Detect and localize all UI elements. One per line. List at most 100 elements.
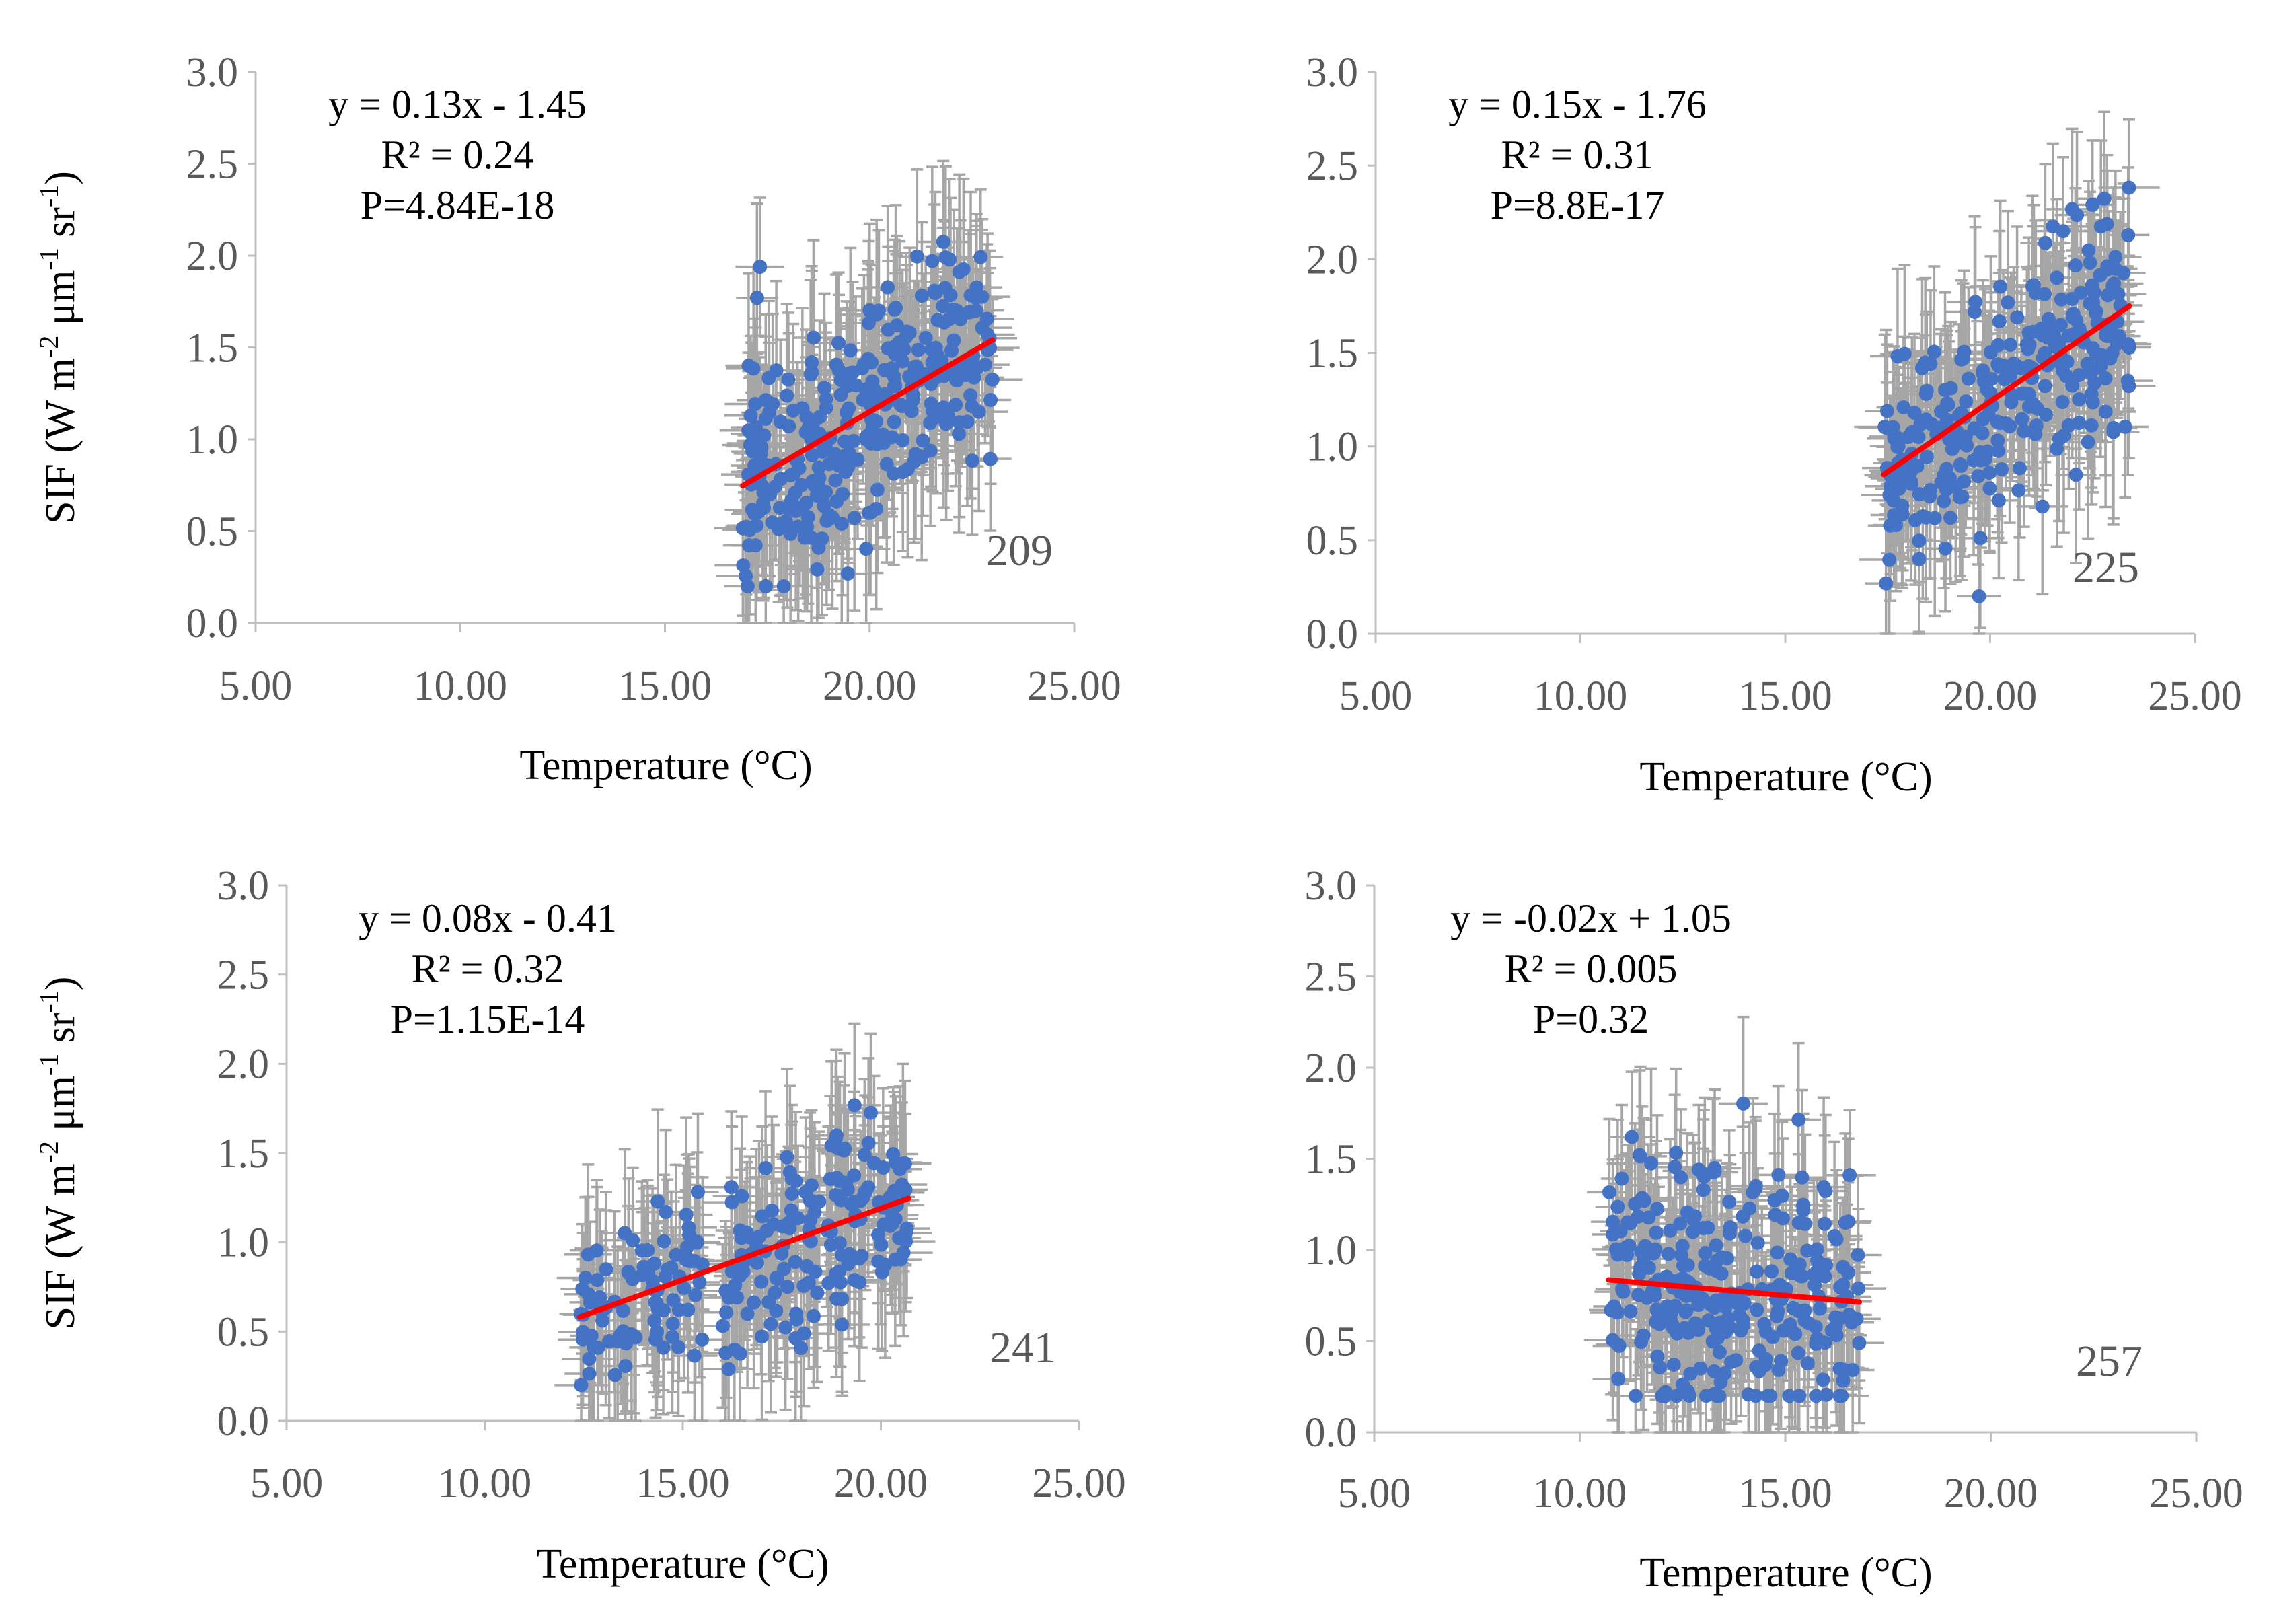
- data-point: [682, 1254, 697, 1269]
- data-point: [803, 367, 818, 382]
- data-point: [2073, 285, 2088, 300]
- data-point: [599, 1262, 613, 1277]
- annotation-equation: y = 0.13x - 1.45: [328, 82, 587, 126]
- y-tick-label: 2.0: [1306, 237, 1359, 283]
- x-tick-label: 25.00: [1032, 1461, 1126, 1506]
- data-point: [679, 1208, 694, 1222]
- data-point: [944, 343, 959, 358]
- data-point: [656, 1340, 671, 1355]
- panel-209: 0.0 0.5 1.0 1.5 2.0 2.5 3.0 5.00 10.00 15.00 20.00…: [34, 50, 1121, 788]
- data-point: [829, 494, 844, 509]
- data-point: [2081, 435, 2095, 449]
- y-tick-label: 2.0: [217, 1041, 270, 1087]
- data-point: [2085, 395, 2100, 410]
- data-point: [2072, 368, 2087, 383]
- data-point: [780, 1280, 795, 1294]
- data-point: [2101, 288, 2116, 303]
- data-point: [1896, 400, 1911, 414]
- data-point: [2011, 483, 2026, 498]
- data-point: [909, 359, 924, 374]
- data-point: [2022, 338, 2037, 353]
- data-point: [893, 397, 908, 412]
- data-point: [936, 299, 950, 313]
- data-point: [1990, 357, 2005, 371]
- y-tick-label: 2.5: [186, 142, 239, 188]
- x-tick-label: 10.00: [414, 663, 508, 709]
- data-point: [804, 1178, 819, 1193]
- y-tick-label: 0.0: [1305, 1410, 1357, 1456]
- y-tick-label: 1.0: [217, 1220, 270, 1266]
- data-point: [863, 387, 878, 402]
- data-point: [2085, 197, 2100, 212]
- data-point: [1918, 510, 1933, 525]
- trendline: [740, 337, 996, 489]
- data-point: [799, 495, 814, 510]
- y-tick-label: 1.5: [217, 1131, 270, 1177]
- data-point: [695, 1332, 710, 1347]
- data-point: [1973, 445, 1988, 459]
- y-tick-label: 3.0: [1305, 863, 1357, 909]
- data-point: [768, 479, 782, 494]
- data-point: [2097, 191, 2112, 206]
- data-point: [747, 1295, 761, 1310]
- data-point: [2106, 420, 2121, 435]
- data-point: [1961, 371, 1976, 386]
- data-point: [2056, 363, 2071, 378]
- y-tick-label: 1.5: [1306, 331, 1359, 377]
- annotation-r2: R² = 0.24: [381, 133, 534, 177]
- data-point: [582, 1366, 597, 1381]
- data-points: [735, 234, 1000, 593]
- data-point: [985, 372, 1000, 387]
- data-point: [574, 1378, 589, 1393]
- y-tick-label: 0.5: [1305, 1319, 1357, 1365]
- data-point: [802, 419, 817, 434]
- y-tick-label: 2.5: [1306, 143, 1359, 189]
- data-point: [843, 343, 858, 358]
- data-point: [1971, 469, 1986, 484]
- data-point: [952, 264, 967, 279]
- data-point: [871, 1254, 886, 1269]
- data-point: [967, 370, 981, 385]
- data-point: [2056, 429, 2071, 443]
- data-point: [899, 1221, 914, 1236]
- data-point: [2098, 404, 2113, 419]
- data-point: [2035, 499, 2050, 514]
- data-point: [2081, 243, 2096, 258]
- data-point: [983, 393, 998, 408]
- data-point: [1938, 541, 1953, 556]
- x-tick-label: 20.00: [1944, 1471, 2038, 1516]
- y-tick-label: 1.5: [1305, 1137, 1357, 1183]
- data-point: [656, 1303, 671, 1318]
- data-point: [749, 291, 764, 305]
- data-point: [626, 1233, 640, 1248]
- data-point: [622, 1265, 636, 1280]
- data-point: [821, 1276, 836, 1290]
- data-point: [2080, 357, 2095, 371]
- data-point: [1992, 416, 2007, 431]
- data-point: [766, 1217, 781, 1232]
- data-point: [1990, 433, 2005, 448]
- data-point: [1982, 466, 1997, 480]
- data-point: [781, 1216, 796, 1230]
- data-point: [1879, 576, 1894, 591]
- data-point: [687, 1348, 702, 1363]
- data-point: [815, 531, 829, 546]
- data-point: [762, 406, 777, 420]
- y-tick-label: 0.0: [1306, 612, 1359, 657]
- data-point: [893, 1252, 908, 1267]
- y-tick-label: 0.5: [1306, 518, 1359, 564]
- data-point: [2098, 371, 2113, 385]
- data-point: [748, 420, 763, 435]
- x-tick-label: 5.00: [250, 1461, 324, 1506]
- data-point: [2041, 311, 2056, 326]
- data-point: [1904, 425, 1919, 439]
- data-point: [833, 1275, 848, 1290]
- data-point: [758, 393, 773, 408]
- data-point: [961, 305, 976, 320]
- x-tick-label: 15.00: [636, 1461, 730, 1506]
- data-point: [1959, 394, 1974, 409]
- data-point: [846, 433, 861, 448]
- data-point: [795, 401, 810, 416]
- data-point: [778, 1320, 793, 1335]
